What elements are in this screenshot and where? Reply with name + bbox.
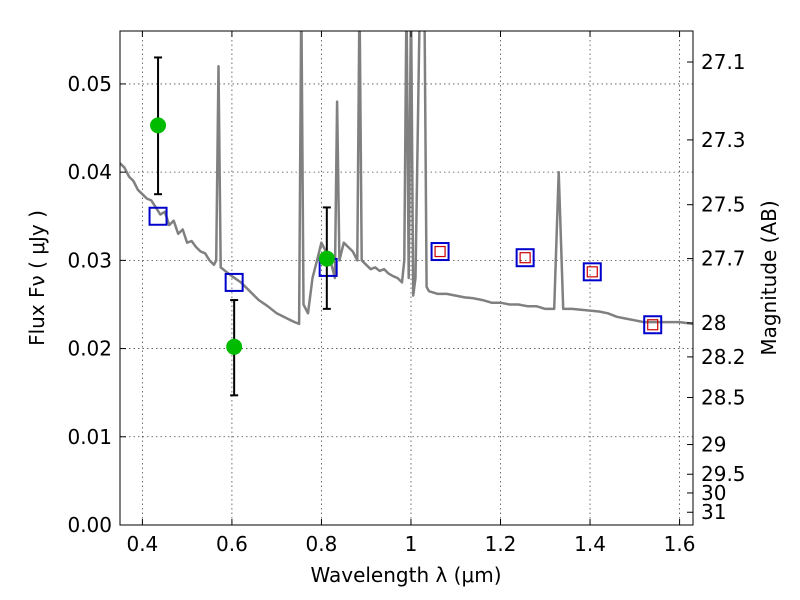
- y-tick-label: 0.05: [67, 72, 112, 96]
- green-data-point: [318, 250, 335, 267]
- y-tick-label: 0.01: [67, 425, 112, 449]
- sed-model-line: [120, 31, 693, 326]
- right-tick-label: 27.1: [701, 50, 746, 74]
- right-tick-label: 28.2: [701, 345, 746, 369]
- right-axis-title: Magnitude (AB): [757, 200, 781, 355]
- right-tick-label: 30: [701, 481, 726, 505]
- right-tick-label: 27.7: [701, 247, 746, 271]
- y-axis-title: Flux Fν ( μJy ): [25, 210, 49, 346]
- right-tick-label: 28: [701, 311, 726, 335]
- x-tick-label: 1.6: [664, 532, 696, 556]
- x-tick-label: 0.4: [126, 532, 158, 556]
- right-tick-label: 29: [701, 433, 726, 457]
- right-tick-label: 29.5: [701, 462, 746, 486]
- x-tick-label: 1.4: [574, 532, 606, 556]
- right-tick-label: 27.3: [701, 128, 746, 152]
- y-tick-label: 0.04: [67, 160, 112, 184]
- y-tick-label: 0.03: [67, 248, 112, 272]
- x-axis-title: Wavelength λ (μm): [310, 563, 501, 587]
- blue-square-point: [582, 262, 602, 282]
- x-tick-label: 0.6: [216, 532, 248, 556]
- x-tick-label: 0.8: [306, 532, 338, 556]
- blue-square-point: [643, 315, 663, 335]
- right-tick-label: 31: [701, 500, 726, 524]
- right-tick-label: 27.5: [701, 193, 746, 217]
- axis-ticks: 0.4 0.6 0.8 1 1.2 1.4 1.6 0.00 0.01 0.02 0.03 0.04 0…: [67, 31, 746, 556]
- red-square-point: [647, 319, 659, 331]
- green-data-point: [226, 338, 243, 355]
- blue-square-point: [148, 206, 168, 226]
- photometry-points: [148, 56, 663, 397]
- right-tick-label: 28.5: [701, 385, 746, 409]
- green-data-point: [150, 117, 167, 134]
- blue-square-point: [515, 248, 535, 268]
- x-tick-label: 1.2: [485, 532, 517, 556]
- y-tick-label: 0.00: [67, 513, 112, 537]
- blue-square-point: [224, 272, 244, 292]
- red-square-point: [586, 266, 598, 278]
- red-square-point: [434, 245, 446, 258]
- plot-frame: [119, 30, 694, 526]
- y-tick-label: 0.02: [67, 337, 112, 361]
- x-tick-label: 1: [405, 532, 418, 556]
- red-square-point: [519, 252, 531, 264]
- sed-model-curve: [120, 31, 693, 326]
- blue-square-point: [430, 242, 450, 262]
